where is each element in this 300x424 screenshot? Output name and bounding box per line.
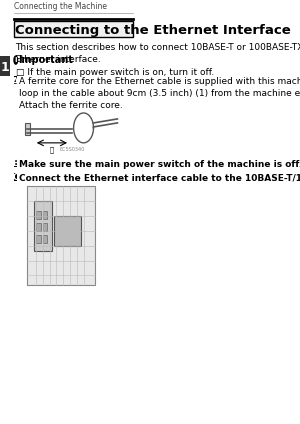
FancyBboxPatch shape (14, 173, 17, 181)
Circle shape (14, 56, 18, 64)
FancyBboxPatch shape (43, 223, 47, 231)
FancyBboxPatch shape (36, 234, 40, 243)
Text: Connecting the Machine: Connecting the Machine (14, 2, 107, 11)
Text: A ferrite core for the Ethernet cable is supplied with this machine. Make a
loop: A ferrite core for the Ethernet cable is… (19, 77, 300, 110)
FancyBboxPatch shape (0, 56, 10, 76)
Text: EC5S0340: EC5S0340 (60, 147, 85, 152)
FancyBboxPatch shape (36, 223, 40, 231)
Text: This section describes how to connect 10BASE-T or 100BASE-TX cable to the
Ethern: This section describes how to connect 10… (15, 43, 300, 64)
FancyBboxPatch shape (27, 186, 95, 285)
FancyBboxPatch shape (14, 159, 17, 167)
Text: Connecting to the Ethernet Interface: Connecting to the Ethernet Interface (15, 24, 291, 37)
Text: B: B (12, 159, 19, 168)
Text: Connect the Ethernet interface cable to the 10BASE-T/100BASE-TX port.: Connect the Ethernet interface cable to … (19, 174, 300, 183)
Text: Make sure the main power switch of the machine is off.: Make sure the main power switch of the m… (19, 160, 300, 169)
Text: i: i (15, 57, 17, 63)
Text: C: C (12, 173, 18, 182)
Text: A: A (12, 77, 19, 86)
FancyBboxPatch shape (36, 211, 40, 219)
Text: □ If the main power switch is on, turn it off.: □ If the main power switch is on, turn i… (16, 68, 214, 77)
Text: ⓘ: ⓘ (50, 147, 54, 153)
Text: Important: Important (19, 55, 74, 65)
FancyBboxPatch shape (34, 201, 52, 251)
FancyBboxPatch shape (43, 234, 47, 243)
FancyBboxPatch shape (54, 216, 81, 245)
FancyBboxPatch shape (14, 76, 17, 84)
FancyBboxPatch shape (43, 211, 47, 219)
Text: 1: 1 (1, 61, 9, 74)
FancyBboxPatch shape (14, 21, 133, 37)
FancyBboxPatch shape (25, 123, 30, 135)
